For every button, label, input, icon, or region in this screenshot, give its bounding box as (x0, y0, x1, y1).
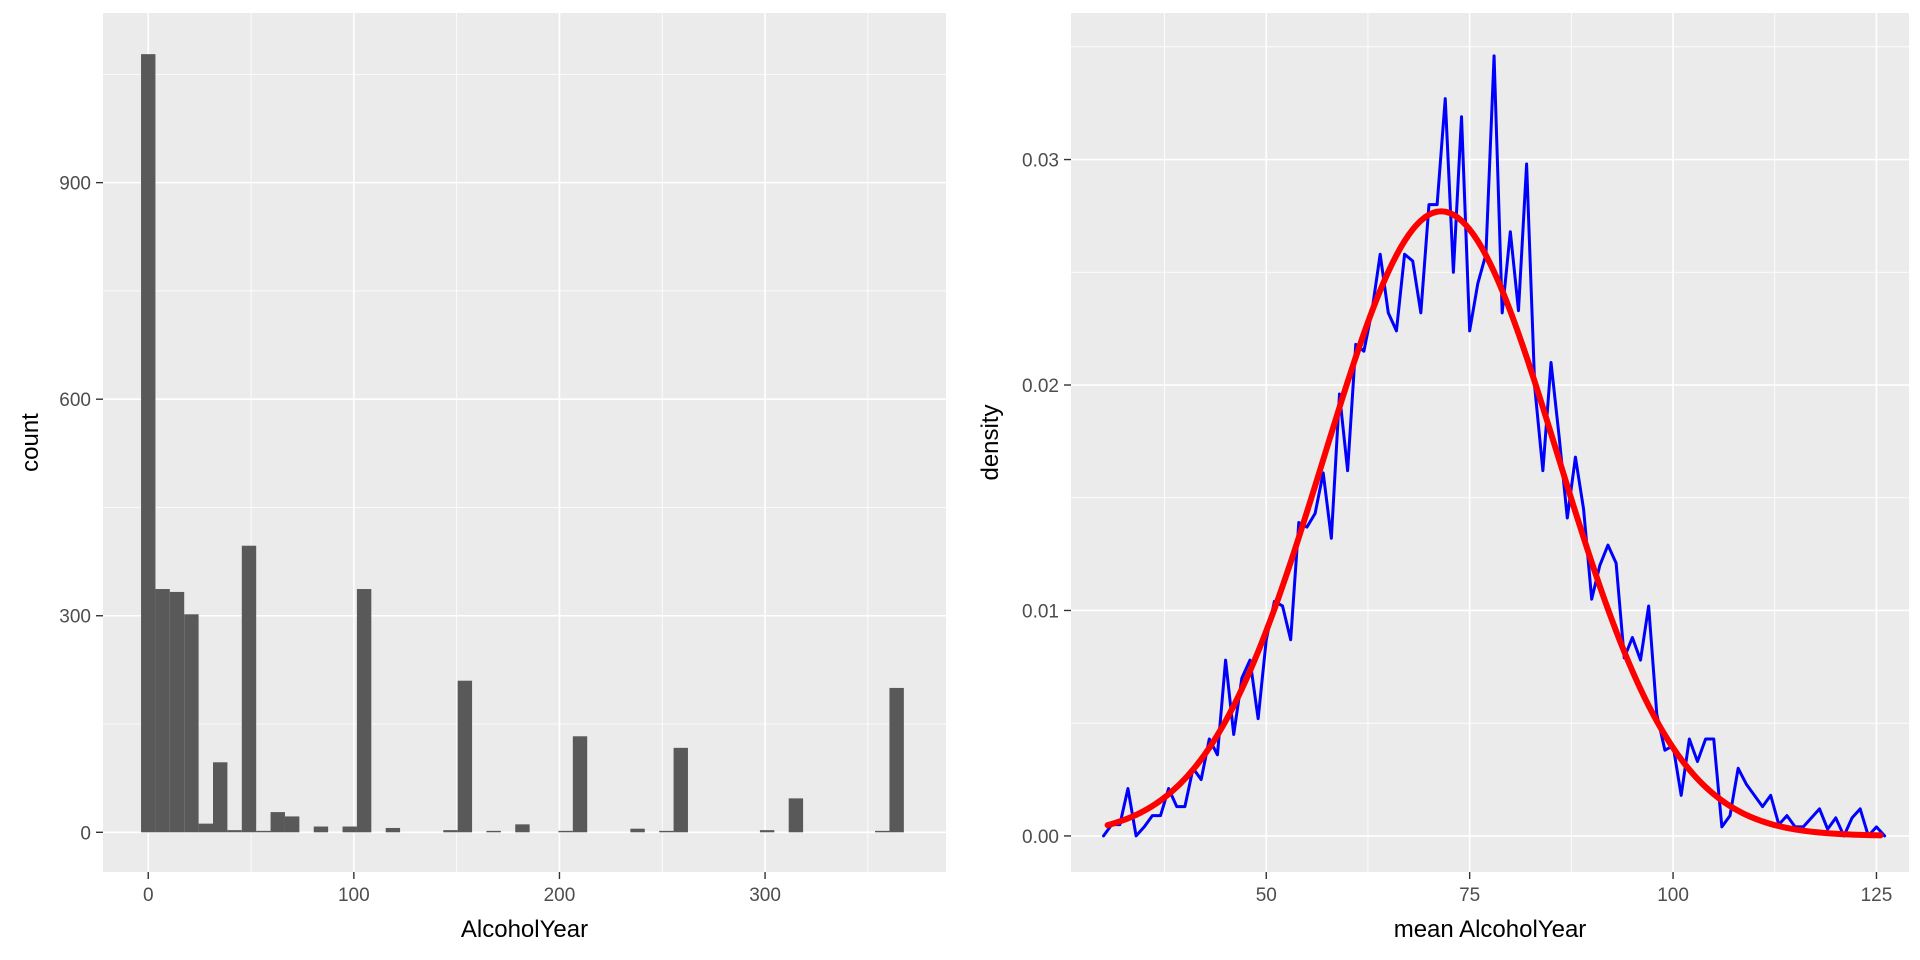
x-tick-label: 200 (544, 885, 576, 906)
histogram-bar (213, 762, 228, 833)
y-axis-title: count (17, 413, 44, 472)
histogram-bar (515, 824, 530, 833)
plot-background (103, 13, 946, 872)
x-tick-label: 50 (1256, 885, 1277, 906)
y-tick-label: 0.02 (1022, 376, 1059, 397)
histogram-bar (256, 830, 271, 833)
histogram-bar (356, 589, 372, 833)
histogram-bar (889, 687, 904, 833)
histogram-bar (673, 747, 688, 833)
y-tick-label: 0.01 (1022, 601, 1059, 622)
x-tick-label: 100 (338, 885, 370, 906)
histogram-bar (630, 828, 645, 833)
y-tick-label: 0.00 (1022, 827, 1059, 848)
histogram-bar (155, 589, 170, 833)
y-tick-label: 600 (59, 390, 91, 411)
density-line (1102, 54, 1887, 838)
x-axis-title: mean AlcoholYear (1394, 916, 1587, 943)
x-tick-label: 100 (1657, 885, 1689, 906)
histogram-bar (443, 830, 458, 833)
histogram-bar (342, 826, 357, 833)
histogram-bar (572, 736, 588, 833)
histogram-bar (486, 830, 501, 833)
histogram-bar (875, 830, 890, 833)
x-tick-label: 75 (1459, 885, 1480, 906)
histogram-bar (184, 614, 199, 833)
histogram-bar (457, 680, 473, 833)
normal-curve-line (1104, 208, 1884, 839)
histogram-bar (241, 545, 257, 833)
x-tick-label: 0 (143, 885, 154, 906)
histogram-bar (759, 830, 775, 833)
x-tick-label: 300 (749, 885, 781, 906)
histogram-bar (788, 798, 804, 833)
histogram-bar (313, 826, 329, 833)
y-tick-label: 300 (59, 607, 91, 628)
histogram-panel: 0 100 200 300 0 300 600 900 AlcoholYear count (17, 13, 946, 943)
histogram-bar (270, 812, 285, 833)
density-panel: 50 75 100 125 0.00 0.01 0.02 0.03 mean AlcoholYe… (977, 13, 1909, 943)
y-axis-title: density (977, 404, 1004, 480)
x-axis-title: AlcoholYear (461, 916, 588, 943)
histogram-bar (198, 823, 214, 833)
y-tick-label: 0.03 (1022, 151, 1059, 172)
histogram-bar (284, 816, 300, 833)
histogram-bar (659, 830, 674, 833)
histogram-bar (227, 830, 242, 833)
y-tick-label: 900 (59, 174, 91, 195)
histogram-bar (141, 54, 156, 833)
histogram-bar (385, 827, 401, 833)
histogram-bar (558, 830, 573, 833)
histogram-bar (169, 591, 185, 833)
y-tick-label: 0 (80, 823, 91, 844)
x-tick-label: 125 (1861, 885, 1893, 906)
